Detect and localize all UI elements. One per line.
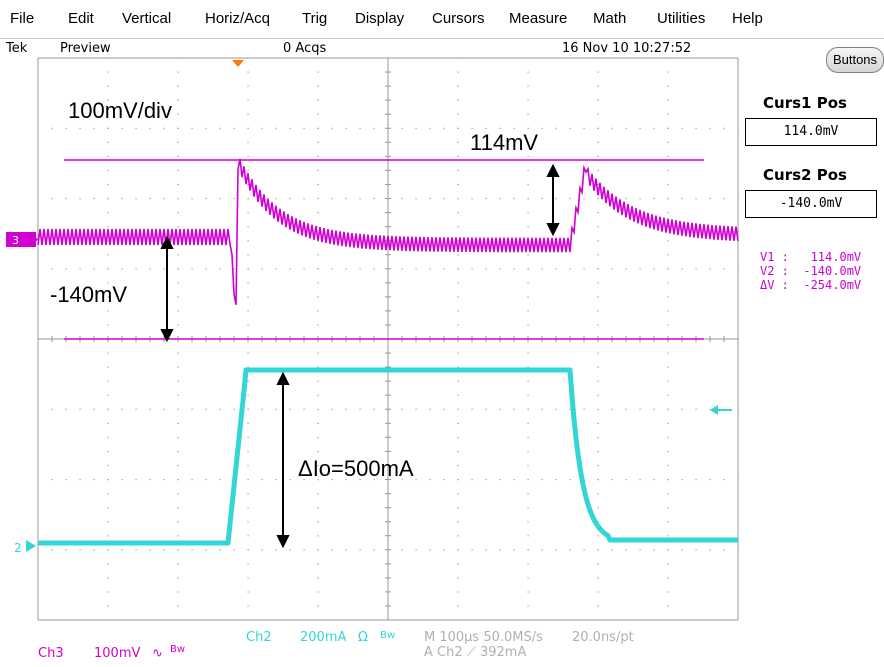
arrow-dio-top-head — [276, 371, 290, 385]
menu-file[interactable]: File — [10, 10, 35, 27]
annotation-arrows — [160, 163, 560, 549]
curs1-pos-label: Curs1 Pos — [763, 94, 847, 112]
sample-interval: 20.0ns/pt — [572, 630, 634, 645]
trigger-setting: A Ch2 ⟋ 392mA — [424, 645, 527, 660]
menu-math[interactable]: Math — [593, 10, 627, 27]
menu-help[interactable]: Help — [732, 10, 763, 27]
ch3-bw: Bw — [170, 644, 186, 655]
ch2-scale: 200mA — [300, 630, 347, 645]
curs1-pos-field[interactable]: 114.0mV — [745, 118, 877, 146]
ch3-coupling-icon: ∿ — [152, 646, 163, 661]
curs2-pos-label: Curs2 Pos — [763, 166, 847, 184]
arrow-140mv-top-head — [160, 235, 174, 249]
v2-annotation: -140mV — [50, 282, 128, 307]
mode-label: Preview — [60, 41, 111, 56]
arrow-114mv-bottom-head — [546, 223, 560, 237]
menu-edit[interactable]: Edit — [68, 10, 94, 27]
delta-io-annotation: ΔIo=500mA — [298, 456, 414, 481]
menu-measure[interactable]: Measure — [509, 10, 568, 27]
trigger-level-arrow — [710, 405, 732, 415]
ch2-name: Ch2 — [246, 630, 272, 645]
menu-bar: File Edit Vertical Horiz/Acq Trig Displa… — [0, 0, 884, 39]
readout-delta-v: ΔV : -254.0mV — [760, 278, 862, 292]
ch2-impedance: Ω — [358, 630, 368, 645]
menu-vertical[interactable]: Vertical — [122, 10, 172, 27]
acquisition-count: 0 Acqs — [283, 41, 327, 56]
readout-v1: V1 : 114.0mV — [760, 250, 862, 264]
arrow-114mv-top-head — [546, 163, 560, 177]
ch3-marker-label: 3 — [12, 234, 19, 247]
side-panel: Buttons Curs1 Pos 114.0mV Curs2 Pos -140… — [740, 38, 884, 667]
ch2-bw: Bw — [380, 630, 396, 641]
trigger-position-arrow — [232, 60, 244, 67]
date-time: 16 Nov 10 10:27:52 — [562, 41, 692, 56]
readout-v2: V2 : -140.0mV — [760, 264, 862, 278]
status-bar: Tek Preview 0 Acqs 16 Nov 10 10:27:52 — [0, 38, 740, 58]
ch3-waveform — [37, 158, 739, 305]
menu-horiz-acq[interactable]: Horiz/Acq — [205, 10, 271, 27]
scale-annotation: 100mV/div — [68, 98, 172, 123]
horizontal-setting: M 100µs 50.0MS/s — [424, 630, 543, 645]
ch3-ground-marker[interactable] — [6, 232, 36, 247]
menu-display[interactable]: Display — [355, 10, 405, 27]
menu-trig[interactable]: Trig — [302, 10, 328, 27]
bottom-readout: Ch2 200mA Ω Bw M 100µs 50.0MS/s 20.0ns/p… — [0, 624, 740, 667]
buttons-button[interactable]: Buttons — [826, 47, 884, 73]
ch2-ground-marker[interactable] — [26, 540, 36, 552]
v1-annotation: 114mV — [470, 130, 539, 155]
arrow-dio-bottom-head — [276, 535, 290, 549]
ch3-name: Ch3 — [38, 646, 64, 661]
ch3-scale: 100mV — [94, 646, 141, 661]
menu-cursors[interactable]: Cursors — [432, 10, 485, 27]
arrow-140mv-bottom-head — [160, 329, 174, 343]
ch2-marker-label: 2 — [14, 541, 22, 555]
ch2-waveform — [37, 367, 739, 546]
graticule-border — [37, 57, 739, 621]
curs2-pos-field[interactable]: -140.0mV — [745, 190, 877, 218]
menu-utilities[interactable]: Utilities — [657, 10, 706, 27]
brand-label: Tek — [6, 41, 28, 56]
